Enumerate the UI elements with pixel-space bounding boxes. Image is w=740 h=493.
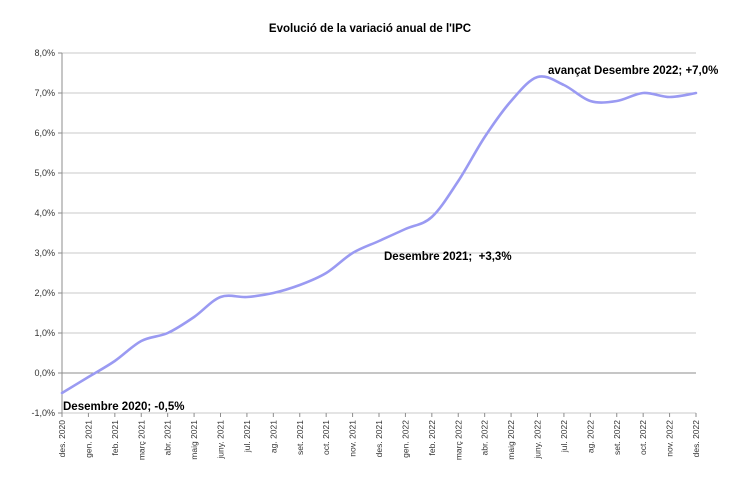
x-axis-label: set. 2022 — [612, 420, 622, 455]
x-axis-label: jul. 2022 — [559, 420, 569, 453]
y-axis-label: 0,0% — [34, 368, 55, 378]
x-axis-label: juny. 2022 — [533, 420, 543, 460]
y-axis-label: 2,0% — [34, 288, 55, 298]
y-axis-label: -1,0% — [31, 408, 55, 418]
annotation-desembre-2021: Desembre 2021; +3,3% — [384, 251, 512, 263]
x-axis-label: març 2022 — [453, 420, 463, 460]
x-axis-label: des. 2021 — [374, 420, 384, 458]
annotation-avancat-desembre-2022: avançat Desembre 2022; +7,0% — [548, 65, 719, 77]
x-axis-label: abr. 2022 — [480, 420, 490, 456]
x-axis-label: març 2021 — [136, 420, 146, 460]
x-axis-label: feb. 2021 — [110, 420, 120, 456]
x-axis-label: feb. 2022 — [427, 420, 437, 456]
y-axis-label: 4,0% — [34, 208, 55, 218]
x-axis-label: jul. 2021 — [242, 420, 252, 453]
y-axis-label: 3,0% — [34, 248, 55, 258]
x-axis-label: abr. 2021 — [163, 420, 173, 456]
x-axis-label: gen. 2022 — [400, 420, 410, 458]
y-axis-label: 8,0% — [34, 48, 55, 58]
y-axis-label: 1,0% — [34, 328, 55, 338]
annotation-desembre-2020: Desembre 2020; -0,5% — [63, 401, 185, 413]
x-axis-label: des. 2022 — [691, 420, 701, 458]
x-axis-label: nov. 2022 — [665, 420, 675, 457]
x-axis-label: juny. 2021 — [216, 420, 226, 460]
ipc-series-line — [60, 75, 698, 395]
chart-title: Evolució de la variació anual de l'IPC — [268, 23, 472, 35]
x-axis-label: oct. 2021 — [321, 420, 331, 455]
x-axis-label: ag. 2021 — [268, 420, 278, 453]
x-axis-label: nov. 2021 — [348, 420, 358, 457]
x-axis-label: maig 2022 — [506, 420, 516, 460]
y-axis-label: 6,0% — [34, 128, 55, 138]
y-axis-label: 7,0% — [34, 88, 55, 98]
x-axis-label: set. 2021 — [295, 420, 305, 455]
x-axis-label: oct. 2022 — [638, 420, 648, 455]
x-axis-label: gen. 2021 — [83, 420, 93, 458]
x-axis-label: ag. 2022 — [585, 420, 595, 453]
x-axis-label: maig 2021 — [189, 420, 199, 460]
y-axis-label: 5,0% — [34, 168, 55, 178]
x-axis-label: des. 2020 — [57, 420, 67, 458]
